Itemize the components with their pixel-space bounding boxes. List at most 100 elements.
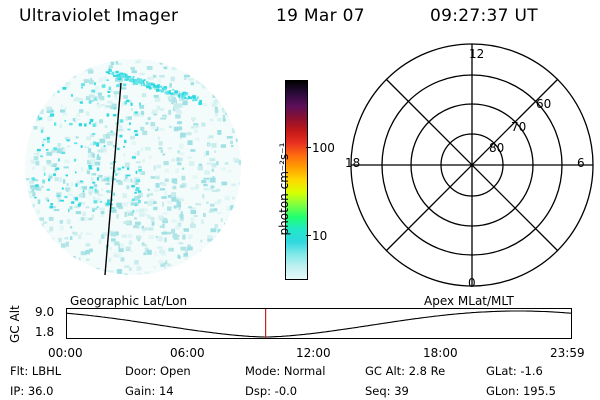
image-bright-speckle (123, 145, 125, 148)
image-bright-speckle (127, 76, 131, 78)
image-speckle (206, 261, 209, 266)
image-speckle (70, 71, 74, 74)
image-speckle (187, 63, 192, 68)
mlat-label-70: 70 (511, 120, 527, 134)
image-speckle (168, 99, 175, 102)
image-bright-speckle (138, 199, 141, 204)
image-bright-speckle (184, 97, 187, 99)
image-speckle (205, 70, 210, 75)
image-speckle (59, 254, 65, 258)
image-speckle (123, 179, 129, 182)
image-speckle (87, 153, 92, 158)
image-bright-speckle (151, 83, 156, 86)
image-speckle (104, 176, 107, 180)
image-speckle (97, 92, 102, 96)
image-speckle (211, 189, 218, 193)
image-bright-speckle (140, 82, 143, 87)
image-bright-speckle (34, 196, 37, 199)
image-speckle (136, 235, 142, 240)
image-speckle (68, 193, 73, 196)
image-speckle (226, 106, 229, 112)
image-speckle (177, 103, 183, 108)
image-speckle (86, 67, 92, 70)
image-speckle (88, 217, 93, 221)
image-speckle (153, 165, 156, 171)
altitude-timeline-plot[interactable] (66, 308, 572, 339)
image-speckle (25, 178, 30, 181)
image-speckle (229, 276, 234, 278)
image-bright-speckle (143, 79, 146, 81)
image-speckle (194, 75, 199, 79)
image-speckle (140, 147, 144, 152)
image-speckle (130, 202, 136, 206)
image-speckle (123, 153, 126, 157)
image-speckle (25, 126, 30, 130)
image-bright-speckle (110, 207, 114, 209)
image-speckle (193, 125, 198, 128)
image-speckle (107, 105, 112, 108)
image-bright-speckle (142, 80, 145, 84)
image-speckle (236, 250, 241, 256)
image-speckle (62, 113, 68, 116)
image-bright-speckle (180, 95, 183, 98)
image-speckle (185, 273, 188, 275)
image-speckle (174, 108, 181, 113)
image-speckle (99, 138, 106, 144)
image-speckle (207, 238, 214, 242)
image-speckle (62, 179, 66, 184)
image-speckle (180, 246, 187, 251)
image-bright-speckle (174, 90, 178, 94)
image-speckle (213, 254, 219, 259)
image-bright-speckle (77, 203, 81, 207)
image-speckle (164, 178, 169, 182)
image-bright-speckle (156, 88, 160, 92)
image-speckle (178, 213, 182, 218)
image-speckle (137, 272, 142, 275)
image-speckle (160, 262, 166, 267)
image-speckle (124, 174, 128, 179)
image-speckle (118, 82, 122, 88)
image-speckle (91, 173, 97, 176)
image-bright-speckle (92, 209, 95, 212)
image-speckle (64, 136, 69, 140)
image-speckle (81, 192, 86, 198)
image-speckle (153, 200, 156, 204)
image-speckle (79, 264, 84, 268)
image-speckle (75, 136, 79, 139)
image-speckle (155, 175, 160, 180)
image-speckle (66, 183, 69, 187)
image-speckle (37, 223, 41, 228)
image-speckle (50, 151, 53, 154)
image-speckle (159, 249, 165, 254)
image-speckle (114, 167, 119, 171)
image-speckle (69, 206, 73, 210)
image-speckle (88, 94, 95, 98)
image-speckle (171, 178, 178, 184)
image-speckle (71, 182, 74, 187)
image-speckle (34, 248, 39, 254)
image-bright-speckle (54, 122, 57, 126)
image-speckle (215, 111, 218, 117)
image-speckle (222, 114, 225, 119)
image-speckle (32, 96, 38, 101)
image-speckle (173, 92, 178, 96)
image-speckle (232, 270, 235, 275)
image-bright-speckle (103, 145, 106, 148)
image-speckle (135, 60, 141, 64)
image-speckle (89, 80, 94, 85)
image-speckle (216, 161, 219, 166)
image-bright-speckle (169, 91, 171, 95)
image-speckle (180, 272, 186, 275)
image-speckle (46, 110, 52, 113)
image-speckle (230, 112, 234, 115)
image-speckle (157, 136, 160, 140)
image-speckle (81, 202, 86, 205)
image-bright-speckle (177, 94, 180, 97)
timeline-xtick-0000: 00:00 (48, 346, 83, 360)
image-speckle (228, 228, 234, 232)
image-speckle (187, 78, 194, 81)
image-speckle (93, 184, 98, 188)
image-speckle (141, 93, 147, 98)
image-speckle (234, 70, 240, 73)
image-speckle (134, 152, 137, 156)
